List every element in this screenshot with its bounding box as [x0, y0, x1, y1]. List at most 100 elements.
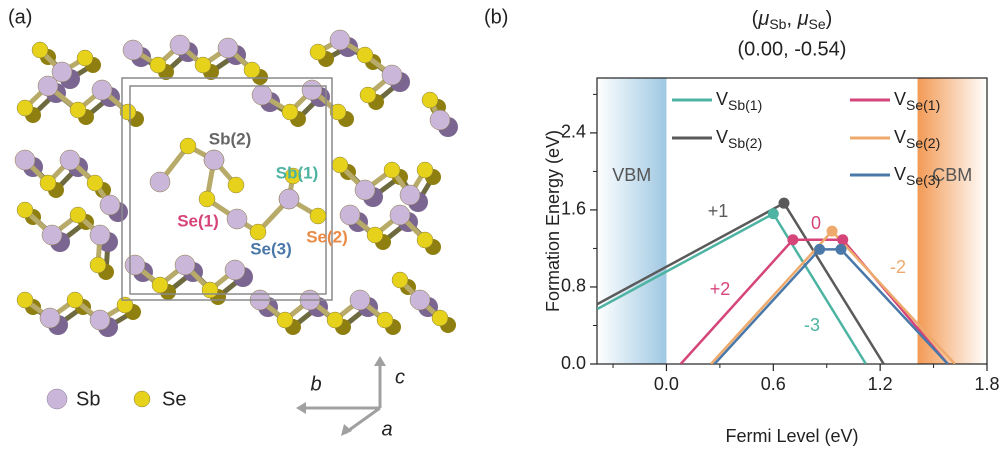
- atom: [277, 312, 293, 328]
- cbm-region: [918, 78, 987, 364]
- transition-point: [814, 244, 825, 255]
- legend-subscript: Sb(2): [728, 135, 762, 151]
- atom: [17, 292, 33, 308]
- atom: [152, 277, 168, 293]
- title-part: ): [826, 8, 833, 30]
- y-tick-label: 2.4: [561, 122, 586, 142]
- y-axis-label: Formation Energy (eV): [543, 130, 563, 312]
- atom: [150, 57, 166, 73]
- legend-atom: [47, 389, 67, 409]
- transition-point: [768, 208, 779, 219]
- atom: [100, 195, 120, 215]
- atom: [202, 282, 218, 298]
- title-part: μ: [757, 8, 769, 30]
- atom: [195, 57, 211, 73]
- atom: [392, 272, 408, 288]
- atom: [87, 175, 103, 191]
- charge-label: -3: [804, 315, 820, 335]
- atom: [382, 65, 402, 85]
- atom: [90, 257, 106, 273]
- y-tick-label: 0.8: [561, 276, 586, 296]
- charge-label: 0: [811, 213, 821, 233]
- atom: [282, 104, 298, 120]
- x-tick-label: 1.2: [868, 374, 893, 394]
- legend-subscript: Se(1): [906, 97, 940, 113]
- atom: [67, 292, 83, 308]
- atom: [123, 40, 143, 60]
- vbm-region: [597, 78, 666, 364]
- arrow-head: [296, 402, 306, 414]
- legend-name: V: [894, 127, 906, 147]
- atom: [77, 50, 93, 66]
- atom: [250, 224, 266, 240]
- transition-point: [835, 244, 846, 255]
- legend-label: VSb(1): [716, 89, 762, 113]
- atom: [180, 138, 196, 154]
- title-part: μ: [797, 8, 809, 30]
- atom: [17, 100, 33, 116]
- panel-label: (a): [8, 6, 32, 28]
- title-part: Sb: [769, 16, 786, 32]
- transition-point: [787, 234, 798, 245]
- page: {"panel_a": { "label": "(a)", "site_labe…: [0, 0, 1004, 449]
- title-part: ,: [786, 8, 797, 30]
- legend-name: V: [894, 89, 906, 109]
- atom: [422, 92, 438, 108]
- vbm-label: VBM: [612, 165, 651, 185]
- atom: [32, 42, 48, 58]
- atom: [52, 62, 72, 82]
- atom: [279, 189, 299, 209]
- atom: [90, 225, 110, 245]
- legend-label: Sb: [76, 388, 100, 410]
- x-axis-label: Fermi Level (eV): [725, 426, 858, 446]
- atom: [170, 35, 190, 55]
- atom: [430, 110, 450, 130]
- atom: [377, 312, 393, 328]
- legend-atom: [134, 391, 150, 407]
- atom: [340, 205, 360, 225]
- legend-name: V: [894, 164, 906, 184]
- atom: [15, 150, 35, 170]
- atom: [70, 102, 86, 118]
- y-tick-label: 1.6: [561, 199, 586, 219]
- atom: [390, 205, 410, 225]
- atom: [199, 191, 215, 207]
- charge-label: +1: [708, 201, 729, 221]
- legend-label: Se: [162, 388, 186, 410]
- atom: [310, 208, 326, 224]
- panel-label: (b): [484, 6, 508, 28]
- title-part: Se: [809, 16, 826, 32]
- atom: [40, 175, 56, 191]
- charge-label: -2: [890, 257, 906, 277]
- atom: [357, 47, 373, 63]
- site-label: Se(2): [306, 227, 348, 246]
- transition-point: [827, 226, 838, 237]
- atom: [384, 162, 400, 178]
- axis-label: c: [395, 366, 405, 388]
- x-tick-label: 0.6: [761, 374, 786, 394]
- x-tick-label: 1.8: [974, 374, 999, 394]
- atom: [302, 80, 322, 100]
- site-label: Sb(2): [209, 129, 252, 148]
- y-tick-label: 0.0: [561, 353, 586, 373]
- legend-name: V: [716, 89, 728, 109]
- atom: [310, 44, 326, 60]
- atom: [42, 225, 62, 245]
- atom: [332, 157, 348, 173]
- chart-subtitle: (0.00, -0.54): [738, 38, 847, 60]
- atom: [417, 162, 433, 178]
- atom: [218, 38, 238, 58]
- atom: [150, 172, 170, 192]
- series-line: [681, 240, 948, 364]
- atom: [228, 177, 244, 193]
- legend-subscript: Sb(1): [728, 97, 762, 113]
- atom: [400, 185, 420, 205]
- transition-point: [778, 198, 789, 209]
- site-label: Se(1): [177, 211, 219, 230]
- arrow-head: [374, 356, 386, 366]
- atom: [70, 207, 86, 223]
- transition-point: [837, 234, 848, 245]
- atom: [175, 255, 195, 275]
- axis-arrow: [345, 408, 380, 433]
